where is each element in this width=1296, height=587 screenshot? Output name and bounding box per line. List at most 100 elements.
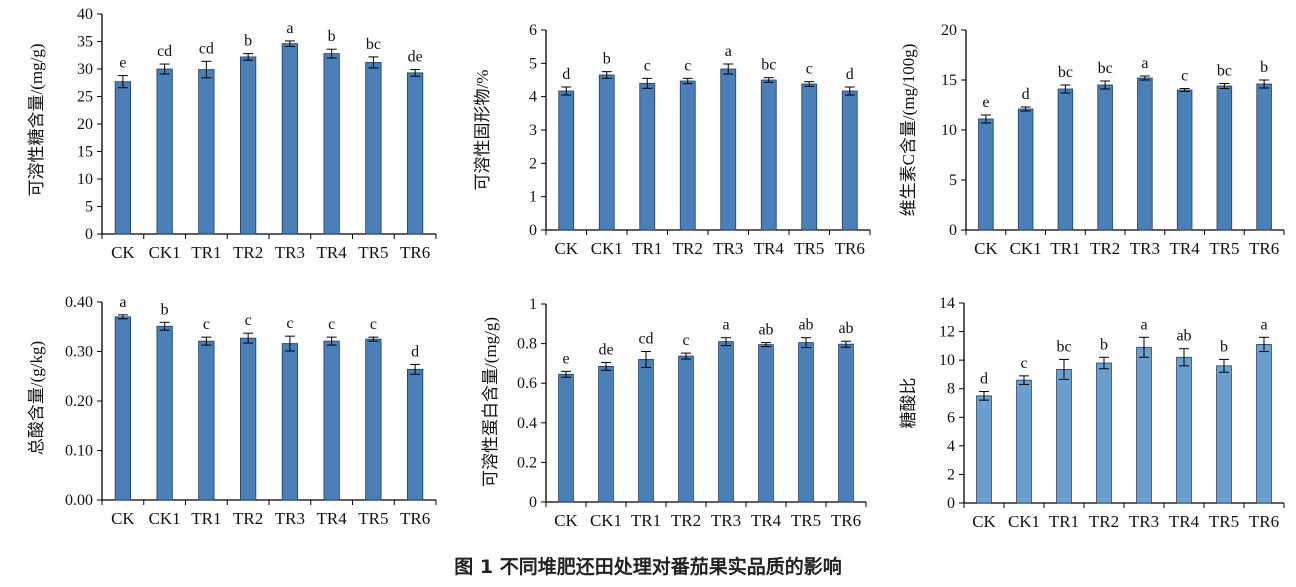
y-tick-label: 1 [529,296,537,313]
figure-caption: 图 1 不同堆肥还田处理对番茄果实品质的影响 [454,556,842,578]
significance-letter: d [1022,86,1030,103]
significance-letter: c [203,316,210,333]
significance-letter: a [1140,316,1147,333]
y-tick-label: 0 [85,226,93,243]
x-category-label: TR2 [671,511,701,530]
x-category-label: TR1 [191,243,221,262]
y-tick-label: 2 [947,466,955,483]
chart-soluble-protein: 0 0.2 0.4 0.6 0.8 1 可溶性蛋白含量/(mg/g) e CK de CK1 cd TR… [481,296,867,530]
significance-letter: bc [1056,338,1071,355]
significance-letter: c [245,312,252,329]
y-tick-label: 0.20 [65,393,93,410]
x-category-label: CK [111,243,135,262]
x-category-label: TR6 [1249,239,1279,258]
y-tick-label: 0 [529,222,537,239]
significance-letter: d [411,343,419,360]
y-tick-label: 0.00 [65,492,93,509]
significance-letter: c [684,57,691,74]
x-category-label: TR6 [400,509,430,528]
x-category-label: TR6 [831,511,861,530]
bar [365,62,382,235]
y-axis-label: 总酸含量/(g/kg) [27,341,46,455]
y-tick-label: 10 [941,122,957,139]
x-category-label: TR1 [632,239,662,258]
significance-letter: ab [1176,328,1191,345]
y-tick-label: 1 [529,189,537,206]
bar [978,118,994,231]
x-category-label: TR3 [275,243,305,262]
x-category-label: TR4 [754,239,785,258]
bar [198,340,215,501]
x-category-label: CK [111,509,135,528]
y-tick-label: 5 [529,55,537,72]
x-category-label: TR2 [673,239,703,258]
y-tick-label: 40 [77,6,93,23]
bar [1097,84,1113,231]
y-tick-label: 0 [529,494,537,511]
y-tick-label: 14 [939,295,955,312]
x-category-label: TR5 [1209,512,1239,531]
bar [1057,88,1074,231]
bar [1176,89,1193,231]
bar [718,341,734,503]
y-tick-label: 0.40 [65,294,93,311]
significance-letter: c [1020,355,1027,372]
x-category-label: TR5 [791,511,821,530]
x-category-label: TR6 [400,243,430,262]
bar [240,56,257,235]
bar [1017,108,1034,231]
bar [240,337,257,501]
bar [156,68,173,235]
y-tick-label: 20 [941,22,957,39]
y-axis-label: 可溶性固形物/% [473,70,492,191]
y-axis-label: 可溶性糖含量/(mg/g) [27,44,46,197]
y-tick-label: 0.8 [517,336,537,353]
bar [1056,369,1072,504]
bar [1016,379,1032,504]
y-tick-label: 4 [947,438,955,455]
x-category-label: TR4 [751,511,782,530]
significance-letter: c [370,316,377,333]
bar [798,342,814,503]
bar [838,343,854,503]
significance-letter: bc [1098,60,1113,77]
y-tick-label: 15 [941,72,957,89]
x-category-label: TR2 [1089,512,1119,531]
bar [638,359,654,503]
x-category-label: TR5 [794,239,824,258]
bar [1136,346,1152,504]
x-category-label: TR4 [317,243,348,262]
bar [156,325,173,501]
x-category-label: CK1 [1010,239,1042,258]
significance-letter: b [1260,59,1268,76]
significance-letter: d [980,371,988,388]
significance-letter: bc [1058,64,1073,81]
significance-letter: de [408,49,423,66]
y-tick-label: 4 [529,89,537,106]
significance-letter: b [244,33,252,50]
bar [407,368,424,501]
bar [281,343,298,501]
y-tick-label: 0 [947,495,955,512]
x-category-label: CK [972,512,996,531]
x-category-label: TR4 [1170,239,1201,258]
significance-letter: bc [761,57,776,74]
y-tick-label: 30 [77,61,93,78]
significance-letter: b [161,301,169,318]
significance-letter: cd [157,43,172,60]
bar [1137,77,1153,231]
significance-letter: a [286,20,293,37]
x-category-label: TR1 [1049,512,1079,531]
y-tick-label: 20 [77,116,93,133]
bar [841,90,858,231]
y-tick-label: 0.4 [517,415,537,432]
significance-letter: c [1181,68,1188,85]
y-tick-label: 25 [77,89,93,106]
x-category-label: TR2 [233,509,263,528]
significance-letter: b [1220,338,1228,355]
y-tick-label: 0.10 [65,443,93,460]
x-category-label: TR3 [711,511,741,530]
x-category-label: CK1 [1008,512,1040,531]
bar [323,340,340,501]
significance-letter: e [119,55,126,72]
